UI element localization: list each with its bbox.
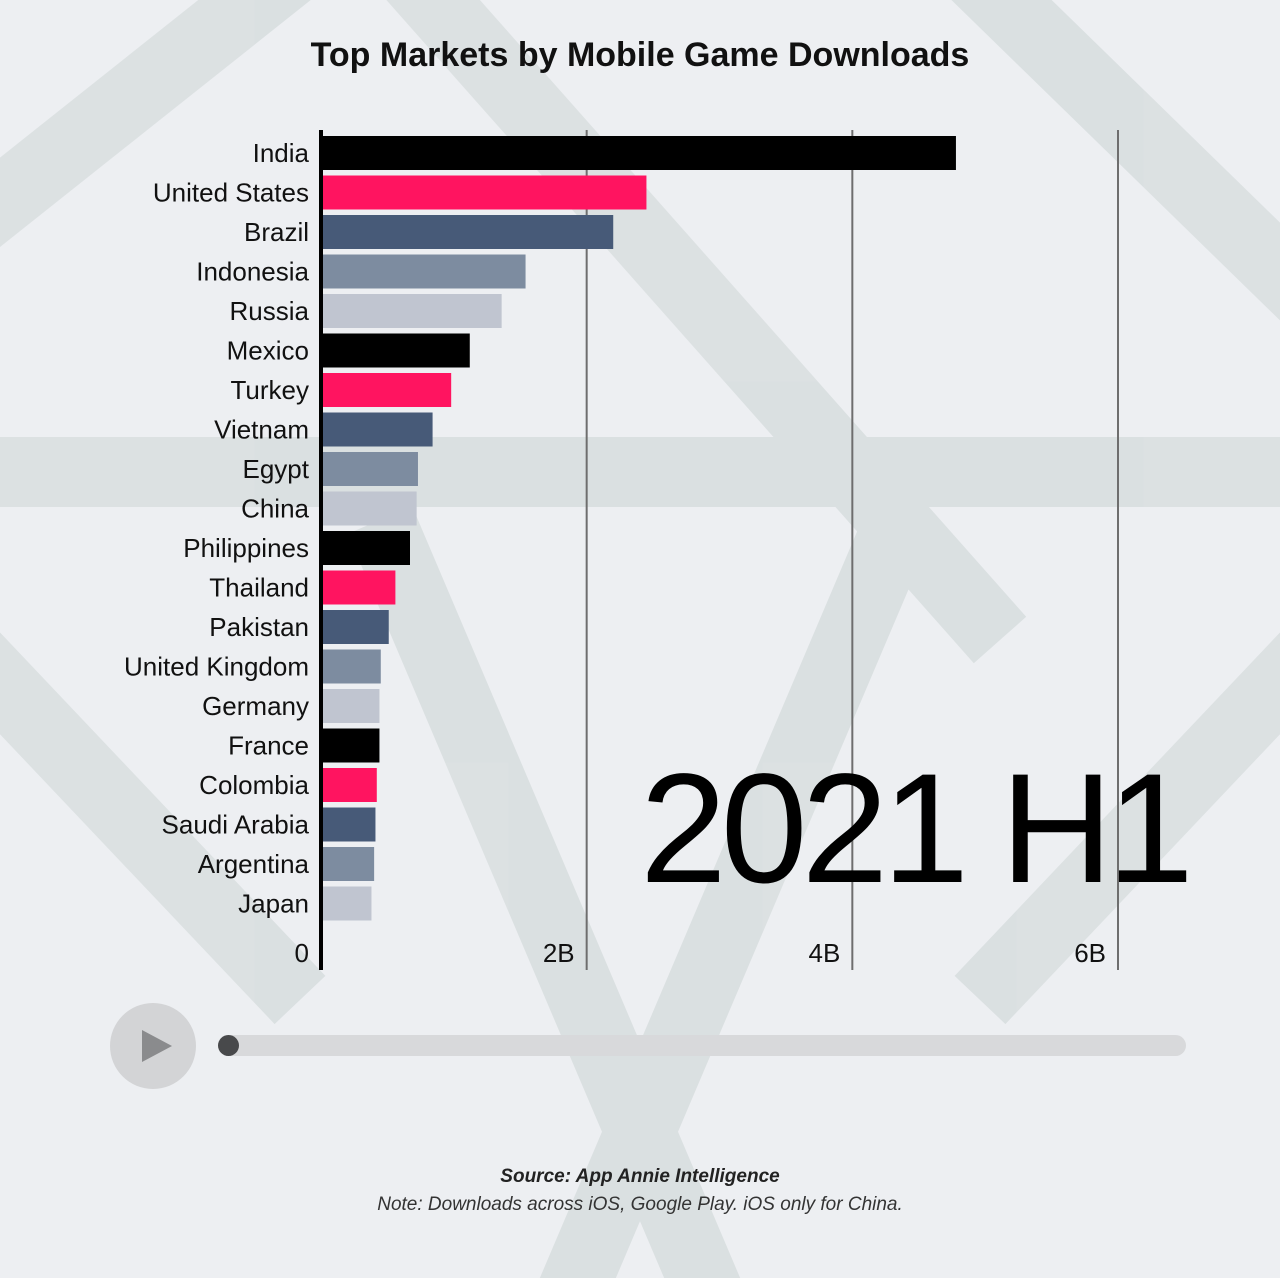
period-label: 2021 H1 <box>640 742 1194 916</box>
bar <box>323 728 380 763</box>
play-button[interactable] <box>110 1003 196 1089</box>
category-label: Brazil <box>244 217 309 247</box>
bar <box>323 768 377 802</box>
bar <box>323 373 452 407</box>
bar <box>323 452 418 486</box>
bar <box>323 254 526 289</box>
category-label: China <box>241 494 309 524</box>
category-label: Russia <box>230 296 310 326</box>
bar <box>323 689 380 723</box>
category-label: Vietnam <box>214 415 309 445</box>
bar <box>323 412 433 447</box>
bar <box>323 294 502 328</box>
bar-chart: India United States Brazil Indonesia Russia M… <box>124 130 1119 970</box>
category-label: Saudi Arabia <box>162 810 310 840</box>
play-icon <box>142 1030 172 1062</box>
category-label: Pakistan <box>209 612 309 642</box>
category-label: Mexico <box>227 336 309 366</box>
bar <box>323 570 396 605</box>
bar <box>323 175 647 210</box>
bar <box>323 136 956 170</box>
bar <box>323 649 381 684</box>
x-tick-label: 4B <box>809 938 841 968</box>
category-label: France <box>228 731 309 761</box>
note-text: Note: Downloads across iOS, Google Play.… <box>377 1194 903 1215</box>
timeline-slider[interactable] <box>218 1035 1186 1056</box>
timeline-handle[interactable] <box>218 1035 239 1056</box>
bar <box>323 807 376 842</box>
category-label: Indonesia <box>196 257 309 287</box>
category-label: Egypt <box>243 454 310 484</box>
bar <box>323 333 470 368</box>
category-label: United States <box>153 178 309 208</box>
bar <box>323 610 389 644</box>
category-label: Thailand <box>209 573 309 603</box>
x-tick-label: 0 <box>295 938 309 968</box>
category-label: Colombia <box>199 770 309 800</box>
category-label: Turkey <box>231 375 310 405</box>
category-label: India <box>253 138 310 168</box>
bar <box>323 215 614 249</box>
bar <box>323 491 417 526</box>
bar <box>323 531 410 565</box>
bar <box>323 886 372 921</box>
source-text: Source: App Annie Intelligence <box>500 1166 780 1187</box>
x-tick-label: 6B <box>1074 938 1106 968</box>
category-label: Germany <box>202 691 309 721</box>
category-label: Japan <box>238 889 309 919</box>
category-label: Argentina <box>198 849 310 879</box>
bar <box>323 847 375 881</box>
x-tick-label: 2B <box>543 938 575 968</box>
chart-title: Top Markets by Mobile Game Downloads <box>310 36 970 74</box>
category-label: United Kingdom <box>124 652 309 682</box>
category-label: Philippines <box>183 533 309 563</box>
